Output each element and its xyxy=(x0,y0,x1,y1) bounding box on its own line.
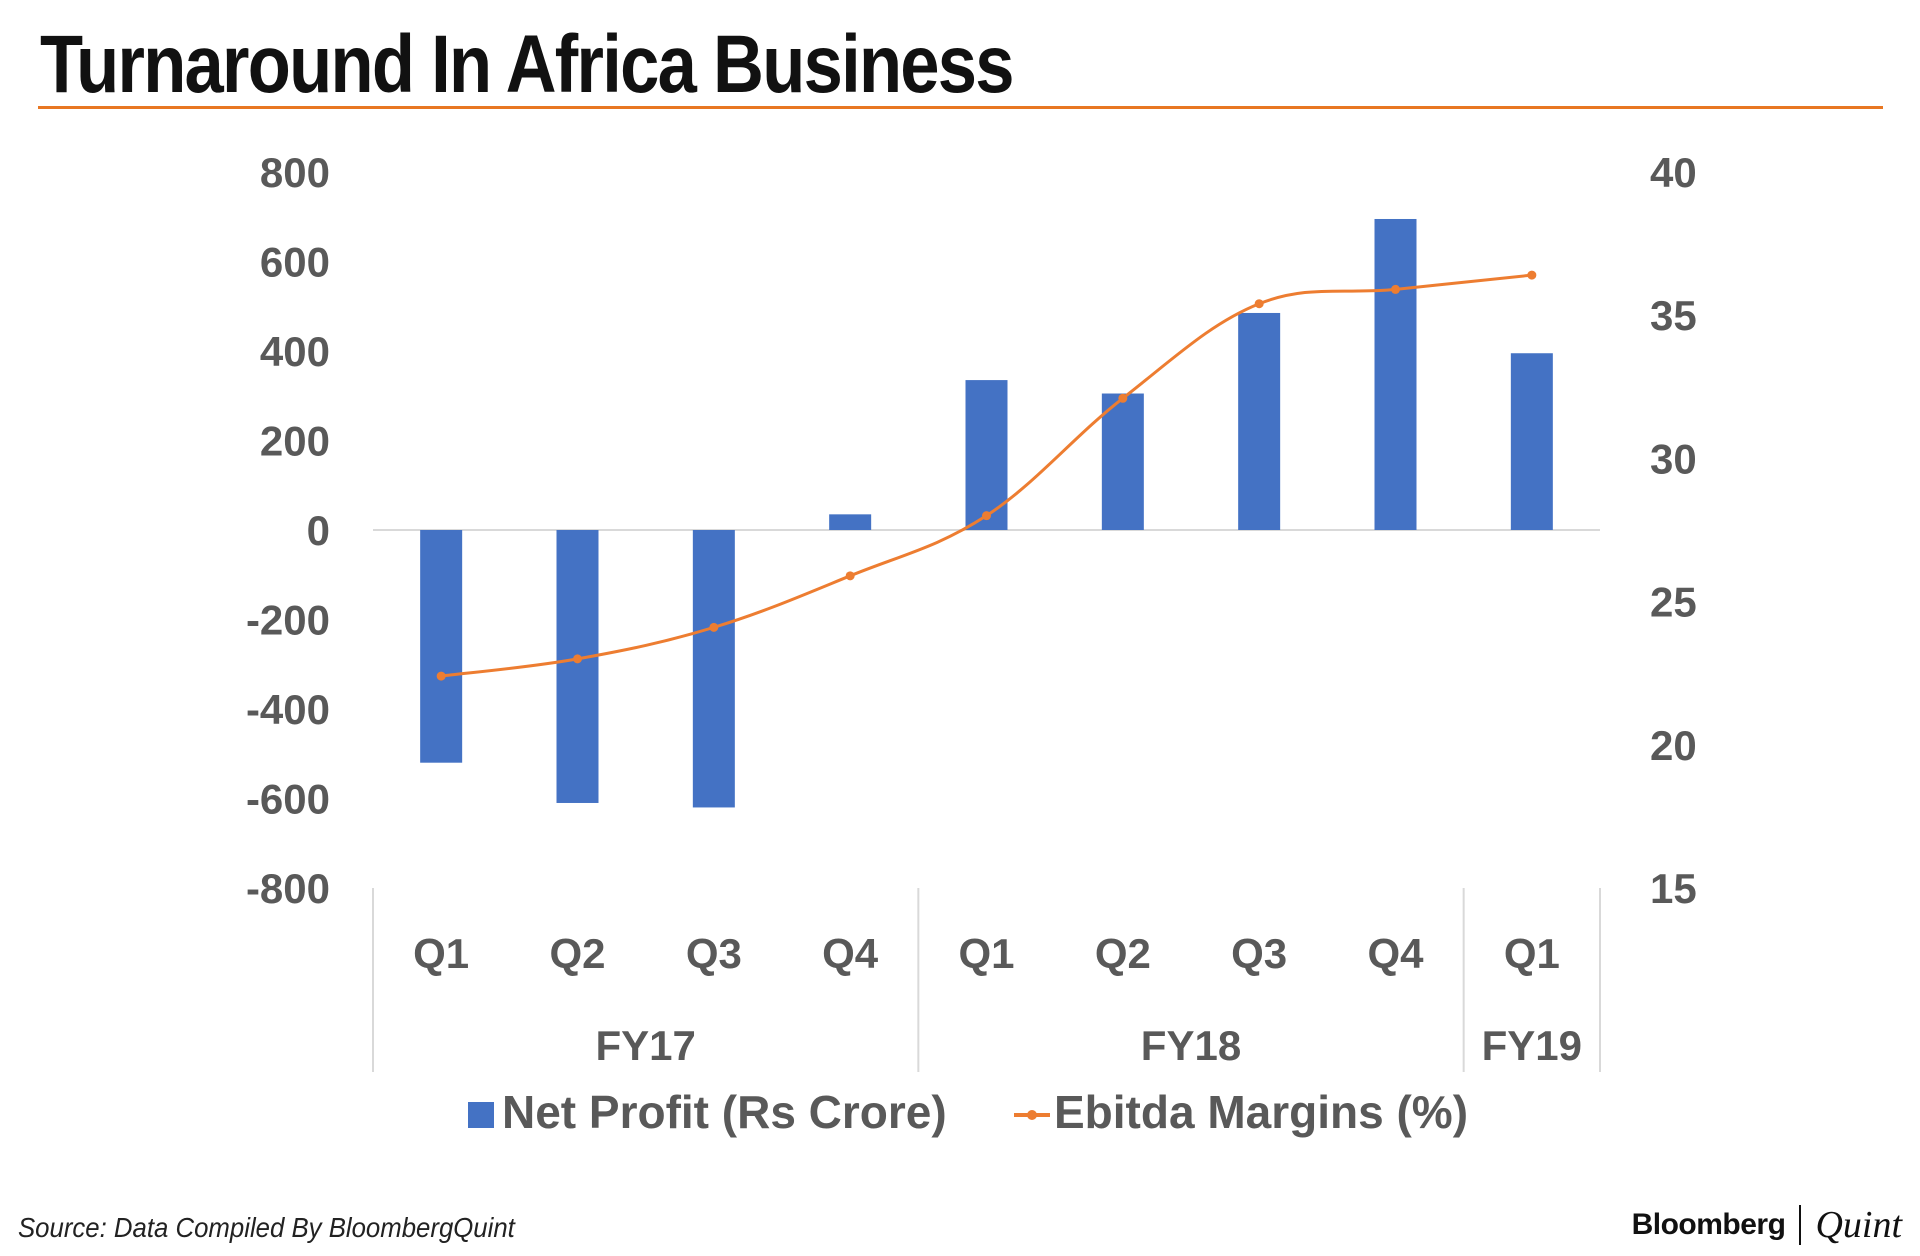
left-axis-tick: 600 xyxy=(260,239,330,286)
left-axis-tick: 200 xyxy=(260,418,330,465)
legend: Net Profit (Rs Crore) Ebitda Margins (%) xyxy=(468,1086,1468,1138)
bar-net-profit-5 xyxy=(1102,394,1144,530)
left-axis-tick: -400 xyxy=(246,686,330,733)
category-label: Q3 xyxy=(686,930,742,977)
left-axis-tick: 400 xyxy=(260,328,330,375)
legend-swatch-net-profit xyxy=(468,1102,494,1128)
bar-net-profit-6 xyxy=(1238,313,1280,530)
left-axis-tick: -800 xyxy=(246,865,330,912)
left-axis-tick: -200 xyxy=(246,597,330,644)
point-ebitda-3 xyxy=(846,571,855,580)
right-axis-tick: 15 xyxy=(1650,865,1697,912)
group-label: FY18 xyxy=(1141,1022,1241,1069)
legend-swatch-ebitda-marker xyxy=(1027,1110,1037,1120)
category-label: Q1 xyxy=(413,930,469,977)
legend-label-net-profit: Net Profit (Rs Crore) xyxy=(502,1086,947,1138)
category-label: Q4 xyxy=(1367,930,1424,977)
left-axis-tick: 800 xyxy=(260,149,330,196)
bar-net-profit-1 xyxy=(557,530,599,803)
brand-logo: Bloomberg Quint xyxy=(1632,1200,1902,1250)
point-ebitda-6 xyxy=(1255,299,1264,308)
bar-net-profit-4 xyxy=(966,380,1008,530)
left-axis-tick: 0 xyxy=(307,507,330,554)
bar-net-profit-0 xyxy=(420,530,462,763)
chart: 800 600 400 200 0 -200 -400 -600 -800 40 35 30 25 20 1… xyxy=(0,0,1920,1256)
right-axis-tick: 20 xyxy=(1650,722,1697,769)
brand-quint: Quint xyxy=(1815,1203,1902,1247)
right-axis-tick: 40 xyxy=(1650,149,1697,196)
bar-net-profit-3 xyxy=(829,514,871,530)
legend-label-ebitda: Ebitda Margins (%) xyxy=(1054,1086,1468,1138)
left-axis-tick: -600 xyxy=(246,776,330,823)
bar-net-profit-7 xyxy=(1375,219,1417,530)
category-label: Q3 xyxy=(1231,930,1287,977)
bar-net-profit-8 xyxy=(1511,353,1553,530)
group-label: FY19 xyxy=(1482,1022,1582,1069)
point-ebitda-4 xyxy=(982,511,991,520)
category-label: Q4 xyxy=(822,930,879,977)
tick-labels-layer: 800 600 400 200 0 -200 -400 -600 -800 40 35 30 25 20 1… xyxy=(246,149,1697,1069)
brand-separator xyxy=(1799,1205,1801,1245)
category-label: Q1 xyxy=(958,930,1014,977)
point-ebitda-5 xyxy=(1118,394,1127,403)
category-label: Q1 xyxy=(1504,930,1560,977)
group-label: FY17 xyxy=(595,1022,695,1069)
point-ebitda-1 xyxy=(573,654,582,663)
right-axis-tick: 35 xyxy=(1650,292,1697,339)
point-ebitda-0 xyxy=(437,672,446,681)
point-ebitda-2 xyxy=(709,623,718,632)
right-axis-tick: 30 xyxy=(1650,435,1697,482)
bar-net-profit-2 xyxy=(693,530,735,807)
brand-bloomberg: Bloomberg xyxy=(1632,1208,1786,1242)
source-note: Source: Data Compiled By BloombergQuint xyxy=(18,1212,515,1244)
right-axis-tick: 25 xyxy=(1650,579,1697,626)
point-ebitda-8 xyxy=(1527,271,1536,280)
category-label: Q2 xyxy=(1095,930,1151,977)
point-ebitda-7 xyxy=(1391,285,1400,294)
category-label: Q2 xyxy=(549,930,605,977)
